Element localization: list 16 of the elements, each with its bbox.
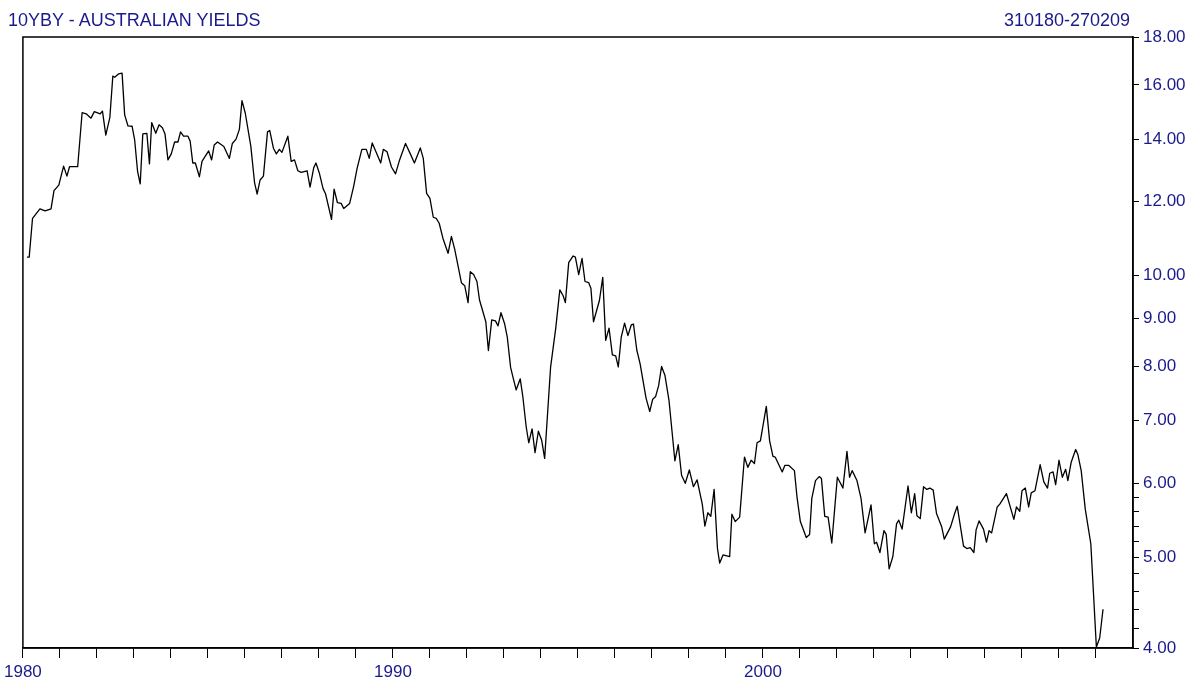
x-tick-label: 2000 — [744, 661, 782, 681]
x-tick-label: 1980 — [4, 661, 42, 681]
y-tick-label: 8.00 — [1143, 356, 1177, 376]
y-tick-label: 7.00 — [1143, 410, 1177, 430]
y-tick-label: 5.00 — [1143, 547, 1177, 567]
y-tick-label: 9.00 — [1143, 308, 1177, 328]
y-tick-label: 16.00 — [1143, 74, 1186, 94]
chart-title: 10YBY - AUSTRALIAN YIELDS — [8, 10, 261, 31]
y-tick-label: 12.00 — [1143, 191, 1186, 211]
y-tick-label: 10.00 — [1143, 265, 1186, 285]
y-tick-label: 18.00 — [1143, 26, 1186, 46]
y-tick-label: 4.00 — [1143, 637, 1177, 657]
chart-subtitle: 310180-270209 — [1003, 10, 1130, 31]
y-tick-label: 14.00 — [1143, 128, 1186, 148]
y-tick-label: 6.00 — [1143, 472, 1177, 492]
x-tick-label: 1990 — [374, 661, 412, 681]
